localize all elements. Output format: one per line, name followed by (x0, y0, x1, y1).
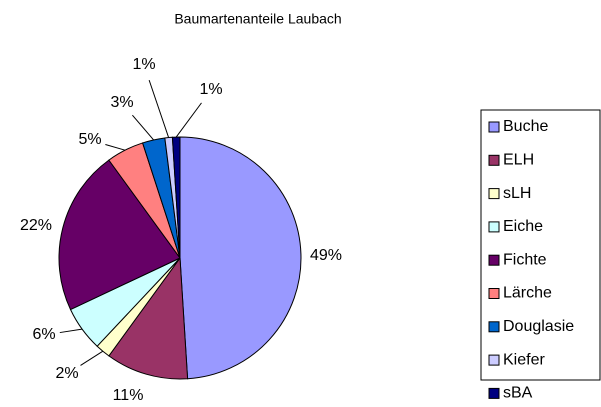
data-label: 3% (110, 94, 133, 111)
leader-line (80, 350, 104, 366)
legend-label: Buche (503, 118, 548, 135)
data-label: 49% (310, 247, 342, 264)
leader-line (105, 143, 126, 151)
legend-label: Eiche (503, 218, 543, 235)
pie-slice (108, 256, 189, 380)
legend-label: ELH (503, 152, 534, 169)
pie-slice (171, 136, 181, 259)
leader-line (59, 328, 83, 334)
leader-line (175, 102, 202, 138)
legend-label: Douglasie (503, 318, 574, 335)
legend-label: sLH (503, 185, 531, 202)
legend-swatch (488, 354, 500, 366)
data-label: 6% (32, 326, 55, 343)
chart-title: Baumartenanteile Laubach (174, 11, 341, 27)
data-label: 1% (199, 81, 222, 98)
pie-slice (179, 136, 302, 380)
data-label: 5% (78, 131, 101, 148)
legend-label: Fichte (503, 251, 547, 268)
data-label: 22% (20, 217, 52, 234)
legend-swatch (488, 188, 500, 200)
legend-label: Kiefer (503, 351, 545, 368)
data-label: 11% (113, 387, 144, 404)
legend-swatch (488, 321, 500, 333)
legend-box (480, 109, 601, 381)
data-label: 2% (55, 365, 78, 382)
data-label: 1% (132, 56, 155, 73)
legend-swatch (488, 387, 500, 399)
leader-line (132, 114, 154, 141)
legend-swatch (488, 288, 500, 299)
legend-swatch (488, 154, 500, 166)
pie-slice (58, 159, 181, 311)
legend-swatch (488, 221, 500, 233)
legend-swatch (488, 121, 500, 133)
legend-swatch (488, 254, 500, 266)
legend-label: Lärche (503, 285, 552, 302)
legend-label: sBA (503, 385, 533, 402)
leader-line (148, 79, 170, 138)
